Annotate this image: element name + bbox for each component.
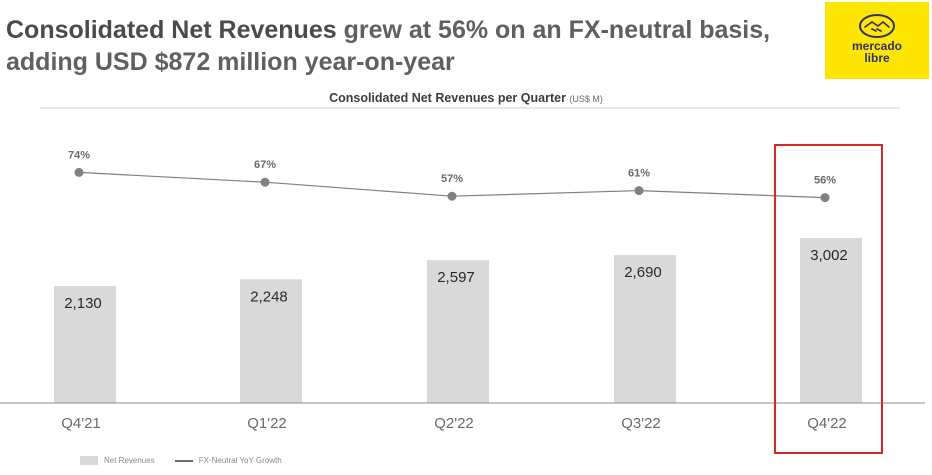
bar-value-label: 2,248 [250,288,288,305]
growth-label: 57% [441,173,463,185]
logo-line2: libre [864,51,890,65]
chart-title-text: Consolidated Net Revenues per Quarter [329,91,566,105]
bar-net-revenue [614,255,676,403]
legend-bar-swatch [80,456,98,465]
bar-net-revenue [54,285,116,403]
headline: Consolidated Net Revenues grew at 56% on… [6,14,806,78]
growth-label: 61% [628,168,650,180]
bar-net-revenue [240,279,302,403]
highlight-box [774,144,883,454]
chart-legend: Net Revenues FX-Neutral YoY Growth [80,456,282,465]
legend-line-swatch [174,459,193,462]
chart-title: Consolidated Net Revenues per Quarter (U… [0,91,932,105]
x-tick-label: Q3'22 [621,415,661,432]
legend-line-label: FX-Neutral YoY Growth [198,456,282,465]
bar-value-label: 3,002 [810,247,848,264]
legend-bar-label: Net Revenues [104,456,155,465]
headline-rest: grew at 56% on an FX-neutral basis, addi… [6,16,771,76]
growth-label: 74% [68,149,90,161]
bar-net-revenue [427,260,489,403]
bar-value-label: 2,130 [64,295,102,312]
bar-value-label: 2,690 [624,264,662,281]
growth-point [634,186,644,196]
bar-value-label: 2,597 [437,269,475,286]
x-tick-label: Q4'21 [61,415,101,432]
growth-point [820,193,830,203]
growth-label: 56% [814,175,836,187]
growth-point [260,177,270,187]
x-tick-label: Q2'22 [434,415,474,432]
logo-text: mercado libre [825,40,929,64]
x-tick-label: Q1'22 [247,415,287,432]
growth-label: 67% [254,159,276,171]
headline-bold: Consolidated Net Revenues [6,16,337,44]
chart-title-unit: (US$ M) [569,94,603,104]
mercadolibre-logo: mercado libre [825,2,929,79]
handshake-icon [859,14,895,38]
bar-net-revenue [800,237,862,403]
logo-line1: mercado [851,39,903,53]
growth-point [447,191,457,201]
growth-point [74,167,84,177]
x-tick-label: Q4'22 [807,415,847,432]
